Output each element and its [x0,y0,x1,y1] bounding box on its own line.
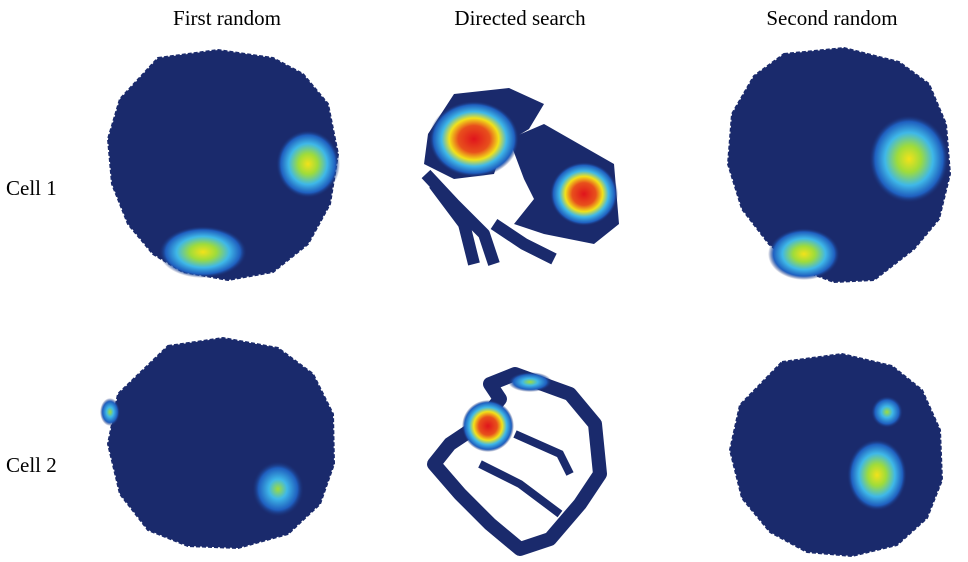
rate-map-cell1-first-random [106,48,340,282]
column-title-second-random: Second random [766,6,898,30]
column-title-first-random: First random [173,6,281,30]
firing-field [508,372,552,392]
occupancy-region [427,367,607,556]
firing-field [869,115,949,203]
occupancy-region [106,336,336,550]
row-label-cell-1: Cell 1 [6,176,57,200]
firing-field [768,228,840,280]
rate-map-cell2-directed-search [427,367,607,556]
firing-field [252,461,304,517]
firing-field [871,396,903,428]
rate-map-cell1-directed-search [421,88,619,266]
column-title-directed-search: Directed search [454,6,586,30]
occupancy-region [728,352,944,558]
occupancy-region [106,48,340,282]
rate-map-cell2-second-random [728,352,944,558]
rate-map-cell2-first-random [100,336,336,550]
occupancy-region [726,46,952,284]
firing-field [429,101,519,177]
firing-field [462,400,514,452]
firing-field [100,398,120,426]
firing-field [159,226,247,278]
firing-field [847,439,907,511]
firing-field [550,162,618,226]
rate-map-cell1-second-random [726,46,952,284]
firing-field [276,130,340,198]
occupancy-region [421,169,557,266]
occupancy-region [478,430,574,518]
row-label-cell-2: Cell 2 [6,453,57,477]
